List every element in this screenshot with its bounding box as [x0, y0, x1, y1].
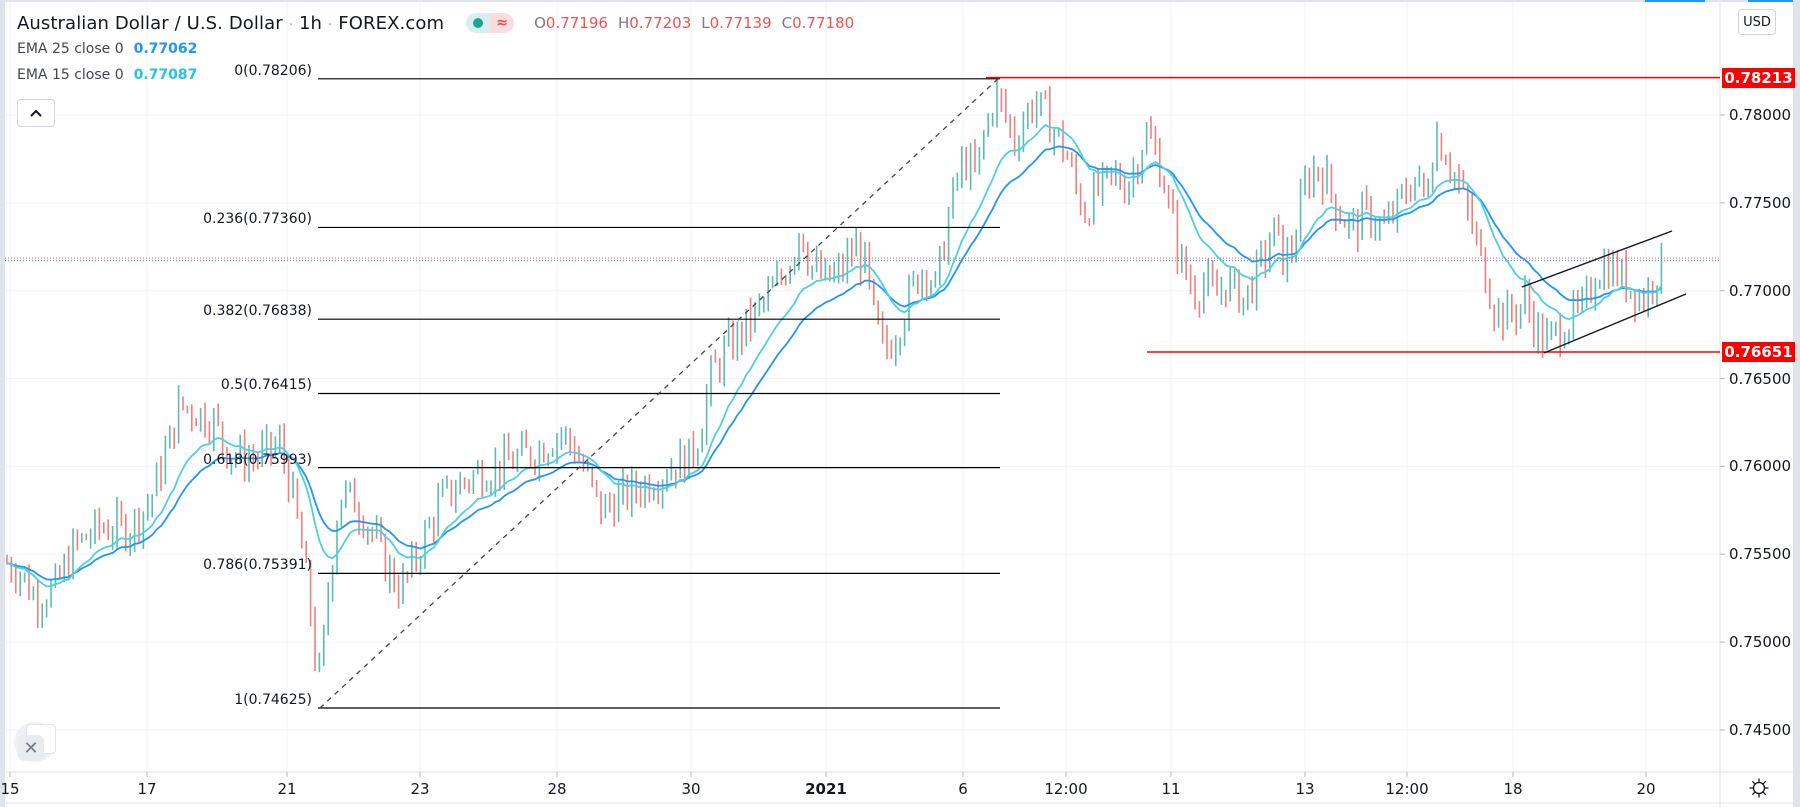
- fib-trend-line[interactable]: [319, 78, 999, 709]
- fib-level-label: 0.236(0.77360): [203, 211, 312, 228]
- open-value: 0.77196: [545, 14, 608, 32]
- low-value: 0.77139: [709, 14, 772, 32]
- currency-button[interactable]: USD: [1738, 9, 1776, 35]
- left-toolbar-edge: [0, 0, 5, 807]
- time-axis-label: 11: [1161, 780, 1181, 798]
- high-label: H: [617, 14, 630, 32]
- price-axis-label: 0.78000: [1729, 106, 1792, 124]
- time-axis-label: 30: [681, 780, 701, 798]
- close-label: C: [781, 14, 793, 32]
- fib-level-label: 0.5(0.76415): [220, 377, 312, 394]
- high-value: 0.77203: [629, 14, 692, 32]
- ema15-line: [6, 124, 1663, 588]
- price-axis-label: 0.76000: [1729, 457, 1792, 476]
- indicator-ema25[interactable]: EMA 25 close 0 0.77062: [17, 36, 864, 62]
- time-axis-label: 6: [958, 780, 968, 798]
- channel-line-upper[interactable]: [1521, 230, 1673, 288]
- price-axis-label: 0.75000: [1729, 633, 1792, 652]
- separator: ·: [328, 17, 333, 33]
- time-axis-label: 12:00: [1385, 780, 1429, 798]
- settings-gear-icon[interactable]: [1748, 777, 1770, 799]
- price-axis-label: 0.74500: [1729, 720, 1792, 739]
- low-label: L: [701, 14, 710, 32]
- price-level-tag: 0.78213: [1722, 67, 1795, 88]
- market-open-dot-icon: [466, 13, 491, 33]
- indicator-value: 0.77087: [133, 67, 198, 83]
- time-axis-label: 12:00: [1044, 780, 1088, 798]
- channel-line-lower[interactable]: [1543, 293, 1687, 354]
- symbol-name: Australian Dollar / U.S. Dollar: [17, 12, 283, 34]
- time-axis-label: 20: [1636, 780, 1656, 798]
- time-axis-label: 18: [1503, 780, 1523, 798]
- price-axis-label: 0.77500: [1729, 193, 1792, 212]
- time-axis-label: 15: [0, 780, 20, 798]
- chart-legend: Australian Dollar / U.S. Dollar · 1h · FOREX…: [17, 10, 864, 88]
- time-axis-label: 13: [1295, 780, 1315, 798]
- ema25-line: [6, 145, 1662, 581]
- approx-icon: ≈: [490, 13, 515, 33]
- ohlc-values: O0.77196 H0.77203 L0.77139 C0.77180: [534, 14, 864, 32]
- fib-level-label: 0.786(0.75391): [203, 557, 312, 574]
- time-axis-label: 17: [137, 780, 157, 798]
- top-accent-bar: [1645, 0, 1705, 2]
- separator: ·: [288, 17, 293, 33]
- symbol-title[interactable]: Australian Dollar / U.S. Dollar · 1h · FOREX…: [17, 13, 444, 34]
- market-status-pill[interactable]: ≈: [466, 13, 515, 33]
- indicator-label: EMA 25 close 0: [17, 41, 124, 57]
- indicator-ema15[interactable]: EMA 15 close 0 0.77087: [17, 62, 864, 88]
- fib-level-label: 0(0.78206): [234, 62, 312, 79]
- price-axis-label: 0.76500: [1729, 369, 1792, 388]
- indicator-value: 0.77062: [133, 41, 198, 57]
- fib-level-label: 1(0.74625): [234, 691, 312, 708]
- time-axis-label: 2021: [805, 780, 847, 798]
- price-axis-label: 0.77000: [1729, 281, 1792, 300]
- open-label: O: [534, 14, 546, 32]
- fib-level-label: 0.382(0.76838): [203, 303, 312, 320]
- price-axis-label: 0.75500: [1729, 545, 1792, 564]
- top-border: [0, 0, 1800, 2]
- time-axis-label: 28: [547, 780, 567, 798]
- right-panel-edge: [1793, 0, 1800, 807]
- interval-label: 1h: [298, 12, 323, 34]
- time-axis-label: 21: [277, 780, 297, 798]
- floating-widget: ✕: [10, 722, 56, 762]
- close-icon[interactable]: ✕: [18, 735, 44, 761]
- fib-level-label: 0.618(0.75993): [203, 451, 312, 468]
- top-accent-bar: [1748, 0, 1793, 2]
- indicator-label: EMA 15 close 0: [17, 67, 124, 83]
- exchange-label: FOREX.com: [338, 12, 445, 34]
- price-level-tag: 0.76651: [1722, 342, 1795, 363]
- chevron-up-icon: [30, 109, 42, 117]
- close-value: 0.77180: [792, 14, 855, 32]
- time-axis-label: 23: [410, 780, 430, 798]
- collapse-legend-button[interactable]: [17, 99, 55, 127]
